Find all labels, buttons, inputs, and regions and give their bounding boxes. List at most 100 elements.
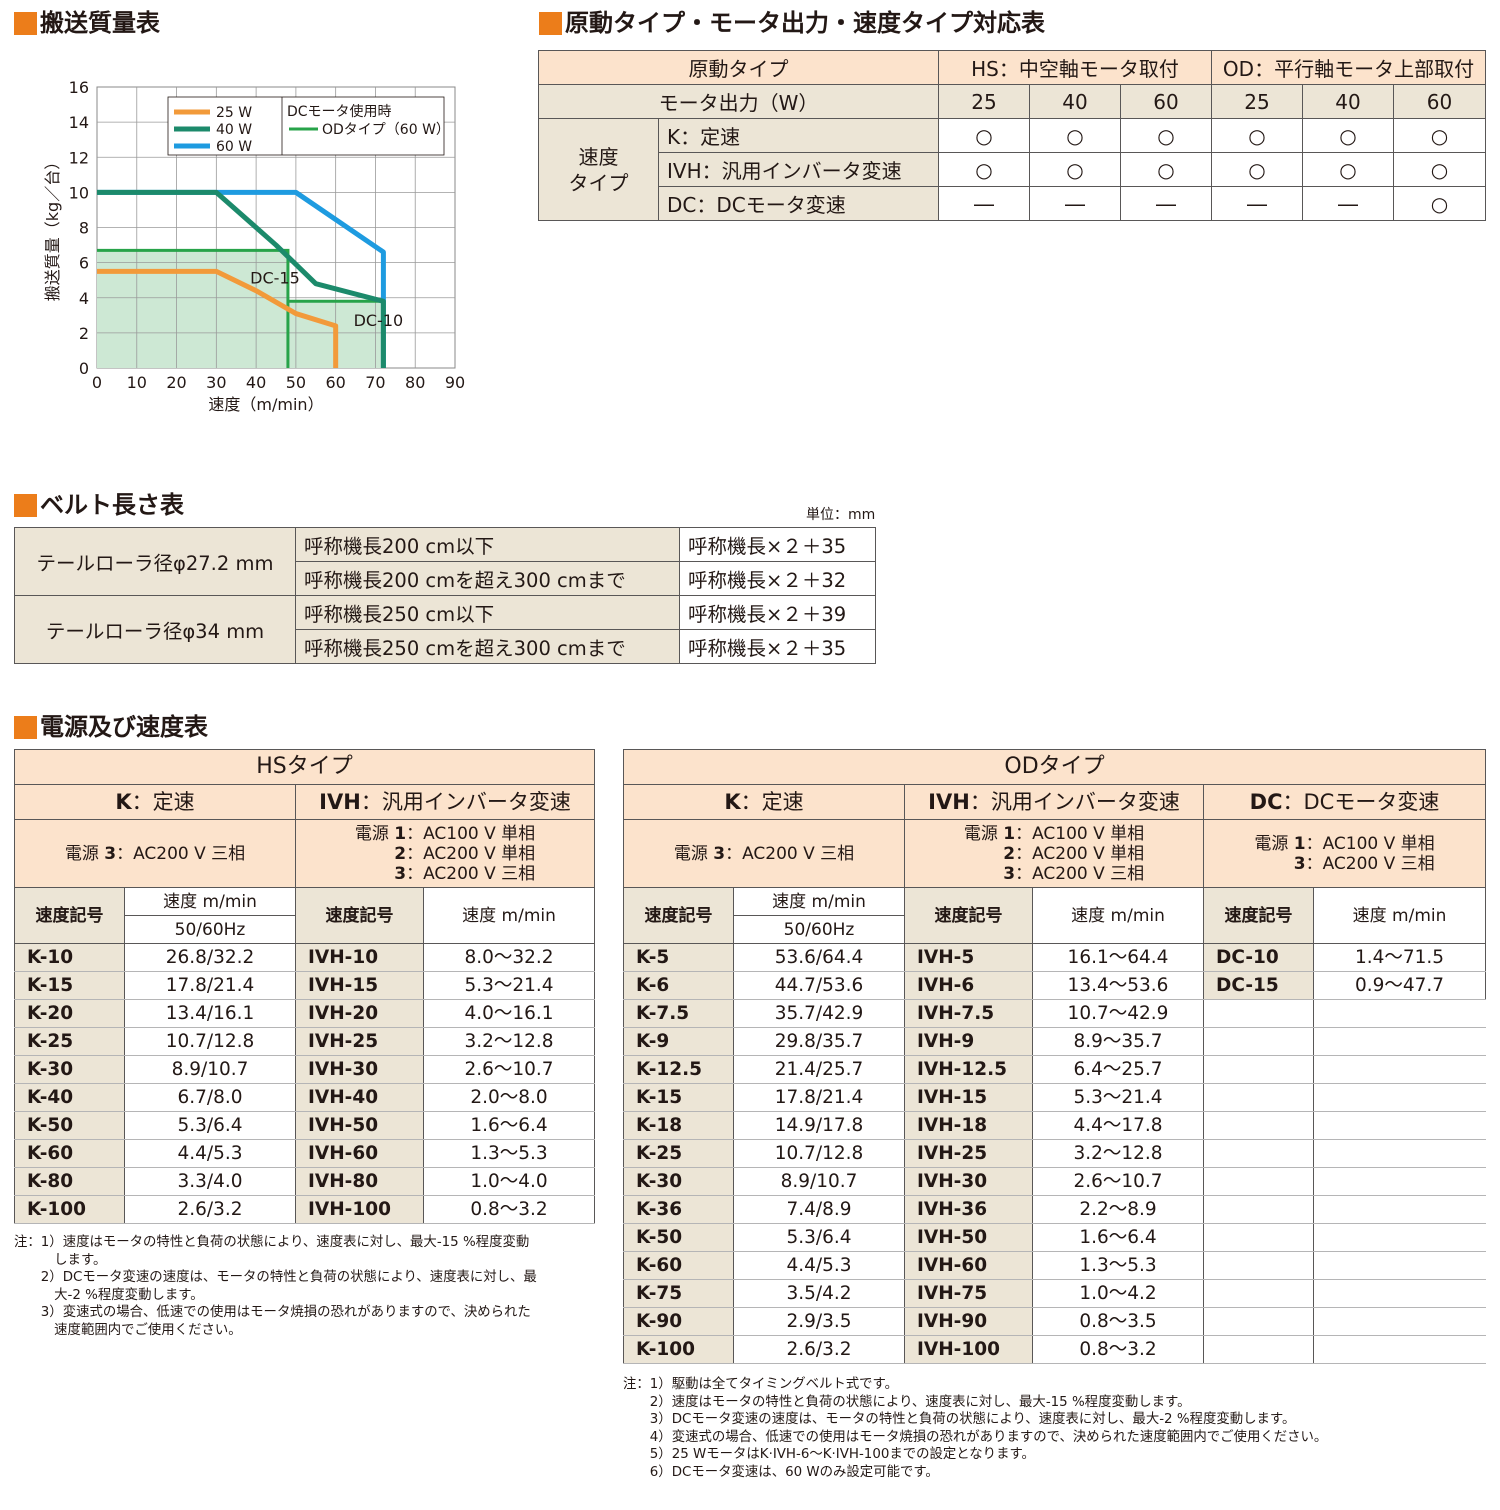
speed-value-cell: 35.7/42.9 (733, 999, 905, 1028)
speed-code-cell: IVH-9 (904, 1027, 1033, 1056)
length-condition: 呼称機長200 cm以下 (295, 527, 680, 562)
speed-value-cell: 8.9/10.7 (124, 1055, 296, 1084)
speed-code-cell: K-30 (623, 1167, 734, 1196)
speed-code-cell: IVH-60 (295, 1139, 424, 1168)
mark-cell: ― (1211, 186, 1303, 221)
empty-cell (1312, 1195, 1486, 1224)
belt-formula: 呼称機長×２＋35 (679, 527, 876, 562)
speed-code-cell: IVH-6 (904, 971, 1033, 1000)
k-power: 電源 3：AC200 V 三相 (623, 819, 905, 888)
row-label: IVH：汎用インバータ変速 (658, 152, 939, 187)
speed-value-cell: 5.3/6.4 (733, 1223, 905, 1252)
table-row: K-90 2.9/3.5 IVH-90 0.8～3.5 (623, 1307, 1486, 1336)
x-tick-label: 50 (286, 373, 306, 392)
table-row: K-30 8.9/10.7 IVH-30 2.6～10.7 (14, 1055, 596, 1084)
note-line: 大-2 %程度変動します。 (14, 1287, 204, 1303)
x-tick-label: 70 (365, 373, 385, 392)
table-row: K-5 53.6/64.4 IVH-5 16.1～64.4 DC-10 1.4～71.5 (623, 943, 1487, 972)
series-line (97, 268, 339, 368)
speed-code-cell: K-100 (623, 1335, 734, 1364)
speed-code-cell: K-30 (14, 1055, 125, 1084)
mark-cell: ○ (1392, 118, 1487, 153)
speed-code-cell: K-10 (14, 943, 125, 972)
section-title: 搬送質量表 (40, 9, 160, 37)
speed-code-cell: IVH-15 (295, 971, 424, 1000)
heading-marker (539, 11, 562, 35)
table-row: K-60 4.4/5.3 IVH-60 1.3～5.3 (14, 1139, 596, 1168)
mark-cell: ○ (1120, 118, 1212, 153)
output-cell: 60 (1120, 84, 1212, 119)
speed-code-cell: IVH-100 (295, 1195, 424, 1224)
type-table: 原動タイプ HS：中空軸モータ取付 OD：平行軸モータ上部取付 モータ出力（W）… (538, 50, 1487, 221)
table-row: K-18 14.9/17.8 IVH-18 4.4～17.8 (623, 1111, 1486, 1140)
legend-label: 25 W (216, 105, 252, 121)
col-speed: 速度 m/min (1312, 887, 1487, 944)
k-header: K：定速 (623, 784, 905, 820)
speed-value-cell: 17.8/21.4 (124, 971, 296, 1000)
note-line: します。 (14, 1252, 107, 1268)
belt-formula: 呼称機長×２＋39 (679, 595, 876, 630)
empty-cell (1312, 1083, 1486, 1112)
section-heading-type: 原動タイプ・モータ出力・速度タイプ対応表 (539, 8, 1045, 38)
speed-type-label: 速度 タイプ (538, 118, 659, 221)
empty-cell (1312, 999, 1486, 1028)
k-power: 電源 3：AC200 V 三相 (14, 819, 296, 888)
output-cell: 25 (938, 84, 1030, 119)
roller-label: テールローラ径φ27.2 mm (14, 527, 296, 596)
speed-value-cell: 21.4/25.7 (733, 1055, 905, 1084)
section-title: 原動タイプ・モータ出力・速度タイプ対応表 (565, 9, 1045, 37)
speed-code-cell: IVH-25 (295, 1027, 424, 1056)
speed-value-cell: 2.6/3.2 (124, 1195, 296, 1224)
empty-cell (1203, 1251, 1314, 1280)
speed-code-cell: K-9 (623, 1027, 734, 1056)
mark-cell: ― (938, 186, 1030, 221)
table-row: K-25 10.7/12.8 IVH-25 3.2～12.8 (623, 1139, 1486, 1168)
od-notes: 注：1）駆動は全てタイミングベルト式です。 2）速度はモータの特性と負荷の状態に… (623, 1376, 1327, 1482)
empty-cell (1203, 1139, 1314, 1168)
note-line: 注：1）速度はモータの特性と負荷の状態により、速度表に対し、最大-15 %程度変… (14, 1235, 530, 1250)
speed-value-cell: 16.1～64.4 (1032, 943, 1204, 972)
speed-value-cell: 3.2～12.8 (1032, 1139, 1204, 1168)
header-motor-output: モータ出力（W） (538, 84, 939, 119)
table-row: K-9 29.8/35.7 IVH-9 8.9～35.7 (623, 1027, 1486, 1056)
speed-code-cell: IVH-30 (295, 1055, 424, 1084)
speed-code-cell: K-100 (14, 1195, 125, 1224)
speed-value-cell: 4.4/5.3 (124, 1139, 296, 1168)
legend-label: 60 W (216, 139, 252, 155)
speed-value-cell: 4.0～16.1 (422, 999, 596, 1028)
table-row: K-100 2.6/3.2 IVH-100 0.8～3.2 (14, 1195, 596, 1224)
mark-cell: ○ (938, 152, 1030, 187)
y-tick-label: 12 (69, 148, 89, 167)
speed-code-cell: IVH-40 (295, 1083, 424, 1112)
speed-value-cell: 13.4/16.1 (124, 999, 296, 1028)
speed-value-cell: 1.6～6.4 (422, 1111, 596, 1140)
belt-table: テールローラ径φ27.2 mm 呼称機長200 cm以下 呼称機長×２＋35 呼… (14, 527, 876, 664)
x-tick-label: 10 (127, 373, 147, 392)
speed-code-cell: IVH-25 (904, 1139, 1033, 1168)
x-tick-label: 60 (325, 373, 345, 392)
table-row: K-10 26.8/32.2 IVH-10 8.0～32.2 (14, 943, 596, 972)
speed-value-cell: 7.4/8.9 (733, 1195, 905, 1224)
speed-value-cell: 13.4～53.6 (1032, 971, 1204, 1000)
y-tick-label: 10 (69, 183, 89, 202)
speed-code-cell: IVH-36 (904, 1195, 1033, 1224)
mark-cell: ○ (1029, 118, 1121, 153)
header-od: OD：平行軸モータ上部取付 (1210, 50, 1487, 85)
speed-code-cell: K-5 (623, 943, 734, 972)
section-heading-belt: ベルト長さ表 (14, 490, 184, 520)
mark-cell: ○ (1302, 118, 1394, 153)
mark-cell: ○ (1211, 152, 1303, 187)
speed-code-cell: IVH-20 (295, 999, 424, 1028)
speed-code-cell: K-12.5 (623, 1055, 734, 1084)
section-title: ベルト長さ表 (40, 491, 184, 519)
header-hs: HS：中空軸モータ取付 (938, 50, 1212, 85)
x-tick-label: 40 (246, 373, 266, 392)
speed-value-cell: 0.8～3.2 (422, 1195, 596, 1224)
speed-value-cell: 3.3/4.0 (124, 1167, 296, 1196)
heading-marker (14, 715, 37, 739)
empty-cell (1203, 1055, 1314, 1084)
speed-value-cell: 1.6～6.4 (1032, 1223, 1204, 1252)
speed-value-cell: 1.0～4.0 (422, 1167, 596, 1196)
header-drive-type: 原動タイプ (538, 50, 939, 85)
od-speed-table: ODタイプ K：定速 IVH：汎用インバータ変速 DC：DCモータ変速 電源 3… (622, 749, 1487, 1364)
